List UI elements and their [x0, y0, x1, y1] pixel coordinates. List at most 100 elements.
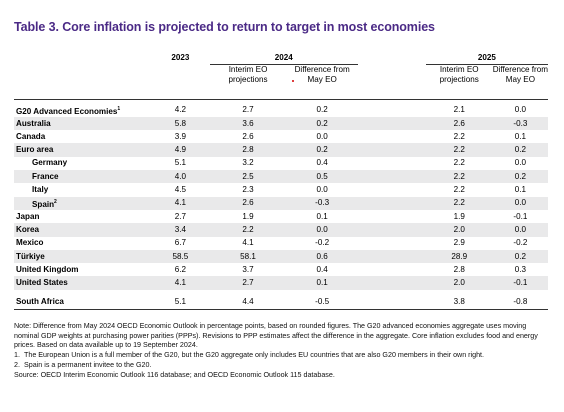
footnote-2: 2. Spain is a permanent invitee to the G…: [14, 361, 550, 371]
footnote-2-text: Spain is a permanent invitee to the G20.: [24, 360, 152, 369]
red-dot-marker: [292, 80, 295, 83]
row-label-text: Korea: [16, 224, 39, 234]
row-label-text: United States: [16, 278, 68, 288]
row-label: Korea: [14, 223, 151, 237]
header-diff-2024-line1: Difference from: [294, 65, 350, 75]
diff-2025-cell: 0.2: [492, 143, 548, 157]
row-label: Italy: [14, 183, 151, 196]
diff-2025-cell: -0.3: [492, 116, 548, 131]
diff-2025-cell: -0.2: [513, 238, 528, 248]
diff-2025-cell: 0.2: [492, 249, 548, 264]
proj-2024-cell: 4.1: [242, 238, 254, 248]
proj-2025-cell: 2.2: [453, 158, 465, 168]
header-rule: [14, 85, 548, 100]
diff-2024-cell: 0.2: [316, 105, 328, 115]
table-row: Mexico 6.7 4.1 -0.2 2.9 -0.2: [14, 237, 548, 250]
row-label: Euro area: [14, 143, 151, 157]
table-row: Germany 5.1 3.2 0.4 2.2 0.0: [14, 157, 548, 170]
diff-2025-cell: 0.0: [492, 223, 548, 237]
table-row: Canada 3.9 2.6 0.0 2.2 0.1: [14, 130, 548, 143]
diff-2024-cell: 0.0: [316, 185, 328, 195]
header-diff-2025-line1: Difference from: [492, 65, 548, 75]
table-row: United States 4.1 2.7 0.1 2.0 -0.1: [14, 276, 548, 290]
header-diff-2024-line2: May EO: [307, 75, 337, 85]
value-2023-cell: 5.1: [174, 158, 186, 168]
row-label: South Africa: [14, 295, 151, 311]
diff-2025-cell: 0.3: [514, 264, 526, 274]
row-label-text: Australia: [16, 118, 51, 128]
row-label: Canada: [14, 130, 151, 143]
row-label-text: Italy: [32, 185, 49, 195]
proj-2025-cell: 3.8: [425, 295, 493, 311]
diff-2025-cell: -0.1: [492, 276, 548, 290]
row-label-text: Canada: [16, 131, 46, 141]
diff-2024-cell: 0.4: [316, 264, 328, 274]
proj-2024-cell: 3.6: [209, 116, 287, 131]
gap-cell: [357, 143, 426, 157]
footnote-marker: 2: [54, 198, 57, 205]
proj-2024-cell: 58.1: [209, 249, 287, 264]
diff-2024-cell: 0.0: [286, 223, 358, 237]
row-label-text: United Kingdom: [16, 264, 79, 274]
row-label-text: Japan: [16, 211, 40, 221]
proj-2024-cell: 2.7: [242, 105, 254, 115]
diff-2024-cell: -0.3: [286, 196, 358, 210]
gap-cell: [357, 249, 426, 264]
proj-2025-cell: 2.8: [453, 264, 465, 274]
diff-2025-cell: 0.1: [514, 185, 526, 195]
source-text: Source: OECD Interim Economic Outlook 11…: [14, 370, 335, 379]
gap-cell: [358, 183, 426, 196]
table-row: Türkiye 58.5 58.1 0.6 28.9 0.2: [14, 249, 548, 264]
gap-cell: [358, 157, 426, 170]
header-diff-2025: Difference from May EO: [493, 65, 548, 86]
diff-2025-cell: -0.1: [513, 211, 528, 221]
row-label: Türkiye: [14, 249, 151, 264]
proj-2025-cell: 1.9: [453, 211, 465, 221]
proj-2024-cell: 2.8: [209, 143, 287, 157]
table-row: Korea 3.4 2.2 0.0 2.0 0.0: [14, 223, 548, 237]
header-2025: 2025: [425, 51, 548, 66]
proj-2024-cell: 3.2: [242, 158, 254, 168]
row-label: Mexico: [14, 237, 151, 250]
proj-2025-cell: 2.2: [425, 143, 493, 157]
row-label-text: South Africa: [16, 297, 64, 307]
header-proj-2025-line1: Interim EO: [439, 65, 479, 75]
core-inflation-table: 2023 2024 2025 Interim EO projections Di…: [14, 51, 548, 311]
row-label: Germany: [14, 157, 151, 170]
table-row: Italy 4.5 2.3 0.0 2.2 0.1: [14, 183, 548, 196]
value-2023-cell: 3.9: [174, 131, 186, 141]
value-2023-cell: 6.7: [174, 238, 186, 248]
footnote-1-number: 1.: [14, 351, 20, 360]
table-notes: Note: Difference from May 2024 OECD Econ…: [14, 322, 550, 380]
proj-2024-cell: 2.7: [209, 276, 287, 290]
value-2023-cell: 5.8: [150, 116, 210, 131]
gap-cell: [358, 130, 426, 143]
note-text: Note: Difference from May 2024 OECD Econ…: [14, 322, 538, 350]
header-proj-2024: Interim EO projections: [210, 65, 287, 86]
row-label: Spain2: [14, 196, 151, 210]
value-2023-cell: 5.1: [150, 295, 210, 311]
header-sub-row: Interim EO projections Difference from M…: [14, 65, 548, 86]
value-2023-cell: 4.1: [150, 196, 210, 210]
diff-2025-cell: 0.0: [514, 105, 526, 115]
footnote-1: 1. The European Union is a full member o…: [14, 351, 550, 361]
header-2023: 2023: [171, 52, 190, 62]
gap-cell: [357, 170, 426, 184]
header-diff-2024: Difference from May EO: [286, 65, 357, 86]
proj-2024-cell: 3.7: [242, 264, 254, 274]
diff-2024-cell: -0.2: [315, 238, 330, 248]
proj-2024-cell: 2.2: [209, 223, 287, 237]
header-years-row: 2023 2024 2025: [14, 51, 548, 66]
proj-2025-cell: 28.9: [425, 249, 493, 264]
diff-2024-cell: 0.2: [286, 116, 358, 131]
gap-cell: [358, 263, 426, 276]
row-label-text: Spain: [32, 199, 55, 209]
value-2023-cell: 4.9: [150, 143, 210, 157]
value-2023-cell: 6.2: [174, 264, 186, 274]
row-label: United Kingdom: [14, 263, 151, 276]
header-proj-2025: Interim EO projections: [426, 65, 493, 86]
table-row: South Africa 5.1 4.4 -0.5 3.8 -0.8: [14, 295, 548, 311]
proj-2025-cell: 2.2: [425, 196, 493, 210]
row-label-text: France: [32, 171, 59, 181]
table-row: United Kingdom 6.2 3.7 0.4 2.8 0.3: [14, 263, 548, 276]
